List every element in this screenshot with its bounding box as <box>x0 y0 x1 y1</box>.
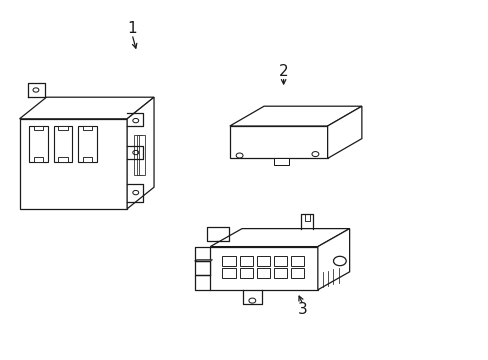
Polygon shape <box>139 135 144 175</box>
Polygon shape <box>290 256 304 266</box>
Polygon shape <box>83 126 92 130</box>
Polygon shape <box>273 268 286 278</box>
Polygon shape <box>136 135 142 175</box>
Polygon shape <box>290 268 304 278</box>
Polygon shape <box>229 106 361 126</box>
Polygon shape <box>256 256 269 266</box>
Polygon shape <box>127 97 154 209</box>
Polygon shape <box>20 97 154 119</box>
Polygon shape <box>317 229 349 290</box>
Polygon shape <box>256 268 269 278</box>
Polygon shape <box>20 119 127 209</box>
Polygon shape <box>273 256 286 266</box>
Polygon shape <box>327 106 361 158</box>
Polygon shape <box>273 158 288 165</box>
Polygon shape <box>222 256 235 266</box>
Polygon shape <box>210 229 349 247</box>
Text: 3: 3 <box>298 302 307 317</box>
Polygon shape <box>134 135 139 175</box>
Text: 1: 1 <box>127 21 137 36</box>
Text: 2: 2 <box>278 64 288 80</box>
Polygon shape <box>194 261 210 275</box>
Polygon shape <box>210 247 317 290</box>
Polygon shape <box>239 268 252 278</box>
Polygon shape <box>59 126 67 130</box>
Polygon shape <box>59 157 67 162</box>
Polygon shape <box>239 256 252 266</box>
Polygon shape <box>78 126 97 162</box>
Polygon shape <box>83 157 92 162</box>
Polygon shape <box>29 126 48 162</box>
Polygon shape <box>34 157 43 162</box>
Polygon shape <box>34 126 43 130</box>
Polygon shape <box>54 126 72 162</box>
Polygon shape <box>229 126 327 158</box>
Polygon shape <box>222 268 235 278</box>
Polygon shape <box>194 260 212 261</box>
